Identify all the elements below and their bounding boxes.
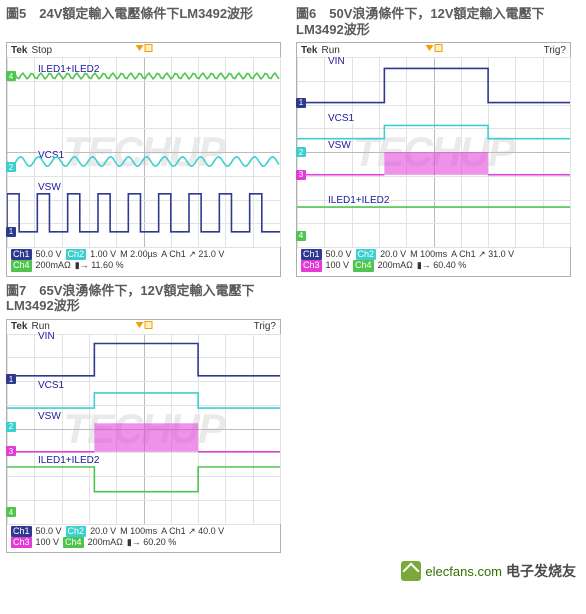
readout-text: M 2.00µs	[120, 249, 157, 260]
readout-channel-chip: Ch4	[11, 260, 32, 271]
trigger-label: Trig?	[544, 45, 566, 56]
readout-channel-chip: Ch4	[63, 537, 84, 548]
tek-label: Tek	[301, 45, 318, 56]
mode-label: Stop	[32, 45, 53, 56]
scope-panel: Tek Stop TECHUP ILED1+ILED2VCS1VSW421 Ch…	[6, 42, 281, 277]
readout-text: 20.0 V	[380, 249, 406, 260]
readout-text: ▮→ 60.20 %	[127, 537, 176, 548]
scope-top-bar: Tek Stop	[7, 43, 280, 57]
figure-grid: 圖5 24V額定輸入電壓條件下LM3492波形 Tek Stop TECHUP …	[0, 0, 586, 555]
readout-text: 50.0 V	[326, 249, 352, 260]
readout-channel-chip: Ch2	[356, 249, 377, 260]
channel-marker: 4	[6, 507, 16, 517]
channel-marker: 3	[6, 446, 16, 456]
readout-channel-chip: Ch3	[301, 260, 322, 271]
footer-site: elecfans.com	[425, 564, 502, 579]
channel-marker: 4	[296, 231, 306, 241]
channel-marker: 2	[296, 147, 306, 157]
scope-readout: Ch1 50.0 V Ch21.00 V M 2.00µs A Ch1 ↗ 21.0 V…	[7, 247, 280, 276]
readout-text: A Ch1 ↗ 40.0 V	[161, 526, 224, 537]
readout-text: A Ch1 ↗ 21.0 V	[161, 249, 224, 260]
readout-text: M 100ms	[120, 526, 157, 537]
page-footer: elecfans.com 电子发烧友	[0, 555, 586, 591]
scope-readout: Ch1 50.0 V Ch220.0 V M 100ms A Ch1 ↗ 31.0 V C…	[297, 247, 570, 276]
channel-marker: 1	[6, 374, 16, 384]
readout-text: ▮→ 60.40 %	[417, 260, 466, 271]
scope-plot: TECHUP VINVCS1VSWILED1+ILED21234	[297, 57, 570, 247]
tek-label: Tek	[11, 45, 28, 56]
figure-title: 圖5 24V額定輸入電壓條件下LM3492波形	[6, 6, 290, 38]
readout-text: 200mAΩ	[88, 537, 123, 548]
readout-text: A Ch1 ↗ 31.0 V	[451, 249, 514, 260]
figure-title: 圖6 50V浪湧條件下，12V額定輸入電壓下LM3492波形	[296, 6, 580, 38]
readout-text: 200mAΩ	[36, 260, 71, 271]
trigger-marker-icon	[135, 321, 152, 329]
channel-marker: 4	[6, 71, 16, 81]
channel-marker: 1	[296, 98, 306, 108]
figure-7: 圖7 65V浪湧條件下，12V額定輸入電壓下LM3492波形 Tek Run T…	[6, 283, 290, 554]
channel-marker: 3	[296, 170, 306, 180]
figure-title: 圖7 65V浪湧條件下，12V額定輸入電壓下LM3492波形	[6, 283, 290, 315]
readout-channel-chip: Ch2	[66, 249, 87, 260]
readout-channel-chip: Ch1	[11, 249, 32, 260]
scope-panel: Tek Run Trig? TECHUP VINVCS1VSWILED1+ILE…	[296, 42, 571, 277]
trigger-marker-icon	[135, 44, 152, 52]
readout-text: 100 V	[326, 260, 350, 271]
footer-cn: 电子发烧友	[506, 561, 576, 581]
channel-marker: 2	[6, 162, 16, 172]
scope-plot: TECHUP ILED1+ILED2VCS1VSW421	[7, 57, 280, 247]
channel-marker: 2	[6, 422, 16, 432]
scope-readout: Ch1 50.0 V Ch220.0 V M 100ms A Ch1 ↗ 40.0 V C…	[7, 524, 280, 553]
readout-text: ▮→ 11.60 %	[75, 260, 124, 271]
readout-channel-chip: Ch2	[66, 526, 87, 537]
readout-channel-chip: Ch1	[11, 526, 32, 537]
readout-text: 50.0 V	[36, 526, 62, 537]
readout-channel-chip: Ch1	[301, 249, 322, 260]
channel-marker: 1	[6, 227, 16, 237]
readout-channel-chip: Ch3	[11, 537, 32, 548]
readout-text: M 100ms	[410, 249, 447, 260]
figure-6: 圖6 50V浪湧條件下，12V額定輸入電壓下LM3492波形 Tek Run T…	[296, 6, 580, 277]
scope-plot: TECHUP VINVCS1VSWILED1+ILED21234	[7, 334, 280, 524]
readout-channel-chip: Ch4	[353, 260, 374, 271]
readout-text: 20.0 V	[90, 526, 116, 537]
scope-panel: Tek Run Trig? TECHUP VINVCS1VSWILED1+ILE…	[6, 319, 281, 554]
mode-label: Run	[322, 45, 340, 56]
readout-text: 100 V	[36, 537, 60, 548]
scope-top-bar: Tek Run Trig?	[297, 43, 570, 57]
readout-text: 1.00 V	[90, 249, 116, 260]
readout-text: 200mAΩ	[378, 260, 413, 271]
trigger-label: Trig?	[254, 321, 276, 332]
figure-5: 圖5 24V額定輸入電壓條件下LM3492波形 Tek Stop TECHUP …	[6, 6, 290, 277]
elecfans-logo-icon	[401, 561, 421, 581]
tek-label: Tek	[11, 321, 28, 332]
trigger-marker-icon	[425, 44, 442, 52]
readout-text: 50.0 V	[36, 249, 62, 260]
